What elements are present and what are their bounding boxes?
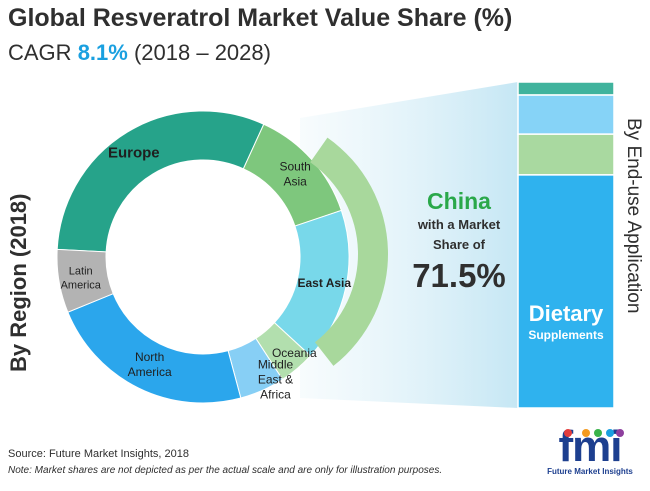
cagr-period: (2018 – 2028) xyxy=(133,40,271,65)
bar-segment-1 xyxy=(517,94,615,135)
logo-dots-icon xyxy=(564,429,624,437)
source-text: Source: Future Market Insights, 2018 xyxy=(8,448,189,460)
china-share-value: 71.5% xyxy=(412,257,506,294)
china-callout: China with a Market Share of 71.5% xyxy=(398,188,520,296)
region-label-0: Europe xyxy=(108,145,160,162)
china-desc-line1: with a Market xyxy=(417,217,501,232)
end-use-stacked-bar xyxy=(517,81,615,409)
china-arc xyxy=(310,137,389,366)
logo-dot-1 xyxy=(582,429,590,437)
bar-segment-0 xyxy=(517,81,615,96)
region-label-1: South Asia xyxy=(279,160,310,189)
logo-dot-0 xyxy=(564,429,572,437)
donut-slice-6 xyxy=(56,248,114,313)
region-label-5: North America xyxy=(128,350,172,379)
bar-label-line2: Supplements xyxy=(528,328,604,342)
region-label-4: Middle East & Africa xyxy=(258,357,294,401)
donut-slice-5 xyxy=(67,292,242,404)
bar-segment-3 xyxy=(517,174,615,409)
region-donut xyxy=(56,110,350,404)
donut-slice-0 xyxy=(56,110,265,253)
cagr-prefix: CAGR xyxy=(8,40,72,65)
cagr-subtitle: CAGR 8.1% (2018 – 2028) xyxy=(8,40,271,66)
logo-subtitle: Future Market Insights xyxy=(547,467,633,476)
china-label: China xyxy=(427,188,491,214)
dietary-supplements-label: Dietary Supplements xyxy=(518,301,614,343)
bar-label-line1: Dietary xyxy=(528,301,604,326)
cagr-value: 8.1% xyxy=(77,40,128,65)
bar-segment-2 xyxy=(517,133,615,176)
china-arc-shape xyxy=(310,137,389,366)
region-label-6: Latin America xyxy=(61,265,102,291)
logo-dot-4 xyxy=(616,429,624,437)
region-label-3: Oceania xyxy=(272,346,317,360)
china-desc-line2: Share of xyxy=(432,237,485,252)
fmi-logo: fmi Future Market Insights xyxy=(540,425,640,477)
region-label-2: East Asia xyxy=(297,276,351,290)
logo-dot-2 xyxy=(594,429,602,437)
chart-title: Global Resveratrol Market Value Share (%… xyxy=(8,4,513,32)
note-text: Note: Market shares are not depicted as … xyxy=(8,465,443,476)
logo-dot-3 xyxy=(606,429,614,437)
